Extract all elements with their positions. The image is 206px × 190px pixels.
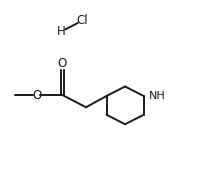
Text: NH: NH (148, 91, 165, 101)
Text: H: H (57, 25, 66, 38)
Text: O: O (32, 89, 41, 101)
Text: O: O (57, 57, 67, 70)
Text: Cl: Cl (76, 14, 87, 27)
